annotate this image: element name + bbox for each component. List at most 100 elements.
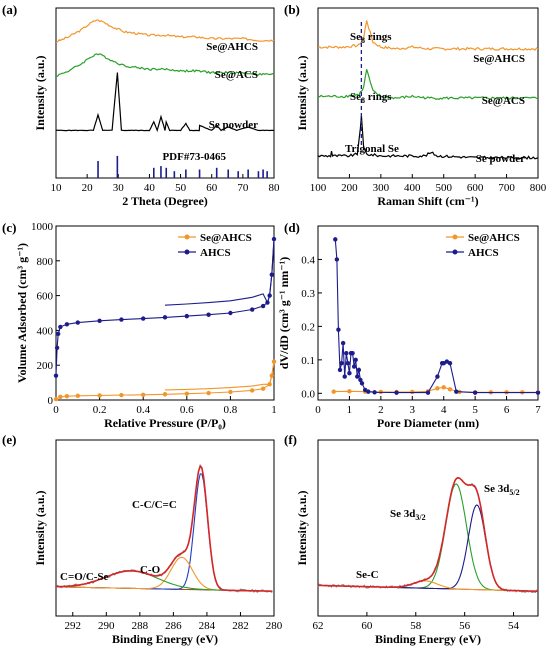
ytick-label-c-2: 400 <box>37 325 54 337</box>
xlabel-a: 2 Theta (Degree) <box>122 194 208 208</box>
series-line-a-0 <box>55 19 275 43</box>
xtick-label-a-4: 50 <box>175 182 187 194</box>
marker-d-1-15 <box>356 367 362 373</box>
series-desorb-c-1 <box>164 238 275 306</box>
xlabel-d: Pore Diameter (nm) <box>377 416 479 430</box>
xtick-label-a-2: 30 <box>113 182 125 194</box>
marker-c-1-16 <box>267 293 272 298</box>
marker-d-1-17 <box>359 381 365 386</box>
label-b-acs: Se@ACS <box>482 95 525 107</box>
xtick-label-d-0: 0 <box>315 404 321 416</box>
marker-c-1-6 <box>97 318 102 324</box>
marker-c-0-7 <box>162 392 168 397</box>
marker-c-1-17 <box>269 272 275 277</box>
annotation-b-se8-2: Se8 rings <box>350 91 392 105</box>
marker-d-0-7 <box>435 386 440 391</box>
marker-d-1-14 <box>355 374 360 379</box>
marker-c-0-14 <box>269 373 275 378</box>
marker-d-1-19 <box>366 389 371 394</box>
marker-c-1-5 <box>75 320 81 325</box>
marker-d-1-20 <box>372 390 377 395</box>
marker-c-0-4 <box>97 393 102 398</box>
marker-d-1-16 <box>358 377 363 383</box>
ylabel-b: Intensity (a.u.) <box>295 55 309 130</box>
marker-c-0-5 <box>119 392 124 398</box>
marker-c-1-3 <box>58 324 63 330</box>
marker-d-1-8 <box>345 360 351 366</box>
xtick-label-b-0: 100 <box>310 182 327 194</box>
marker-c-0-2 <box>64 393 70 399</box>
annotation-f-3d52: Se 3d5/2 <box>484 483 520 497</box>
marker-d-1-28 <box>454 389 459 394</box>
ytick-label-c-0: 0 <box>48 395 54 407</box>
ylabel-a: Intensity (a.u.) <box>33 55 47 130</box>
envelope-e <box>56 464 273 593</box>
annotation-e-cc: C-C/C=C <box>132 499 177 511</box>
annotation-b-rings-1: rings <box>365 31 392 43</box>
label-a-powder: Se powder <box>209 119 258 131</box>
marker-c-0-0 <box>53 396 59 402</box>
xtick-label-e-2: 288 <box>132 620 149 632</box>
xtick-label-b-1: 200 <box>341 182 358 194</box>
xtick-label-f-4: 54 <box>508 620 520 632</box>
xtick-label-b-6: 700 <box>498 182 515 194</box>
marker-d-1-2 <box>336 327 341 332</box>
series-line-d-1 <box>334 239 538 394</box>
marker-d-0-8 <box>441 385 446 390</box>
ytick-label-d-0: 0.0 <box>301 388 315 400</box>
xtick-label-d-5: 5 <box>472 404 478 416</box>
marker-c-1-10 <box>184 313 189 319</box>
panel-f-xps-se3d: 62 60 58 56 54 Binding Energy (eV) Intensity (… <box>295 439 539 646</box>
xtick-label-d-6: 6 <box>504 404 510 416</box>
xtick-label-b-3: 400 <box>404 182 421 194</box>
legend-marker-d-0 <box>452 234 458 240</box>
marker-c-0-3 <box>75 393 81 399</box>
marker-d-1-29 <box>472 390 478 395</box>
marker-d-0-5 <box>410 389 415 395</box>
marker-d-0-1 <box>347 389 352 394</box>
marker-c-1-0 <box>53 373 59 378</box>
marker-c-1-12 <box>228 310 233 316</box>
annotation-b-sub-2: 8 <box>361 96 365 105</box>
plot-frame-b <box>317 7 539 179</box>
xtick-label-c-3: 0.6 <box>180 404 194 416</box>
xtick-label-a-1: 20 <box>82 182 94 194</box>
marker-d-1-5 <box>340 340 346 346</box>
annotation-f-3d32: Se 3d3/2 <box>390 508 426 522</box>
series-line-b-2 <box>317 115 539 160</box>
plot-frame-e <box>55 439 275 617</box>
xtick-label-a-0: 10 <box>51 182 63 194</box>
xtick-label-d-7: 7 <box>535 404 541 416</box>
label-a-pdf: PDF#73-0465 <box>162 151 226 163</box>
ytick-label-d-1: 0.1 <box>301 355 315 367</box>
marker-d-1-27 <box>447 360 453 366</box>
plot-frame-f <box>317 439 539 617</box>
marker-c-0-8 <box>184 391 189 396</box>
ylabel-f: Intensity (a.u.) <box>295 490 309 565</box>
panel-b-raman: 100 200 300 400 500 600 700 800 Raman Shift (cm⁻… <box>295 7 547 208</box>
marker-c-1-11 <box>206 312 211 317</box>
plot-frame-c <box>55 225 275 401</box>
xtick-label-e-3: 286 <box>165 620 182 632</box>
xtick-label-c-5: 1 <box>271 404 277 416</box>
xtick-label-f-1: 60 <box>361 620 373 632</box>
marker-c-1-7 <box>119 317 124 322</box>
xlabel-e: Binding Energy (eV) <box>112 632 218 646</box>
marker-c-1-13 <box>250 307 255 312</box>
marker-c-1-15 <box>265 300 270 305</box>
ytick-label-c-1: 200 <box>37 360 54 372</box>
xtick-label-e-4: 284 <box>199 620 216 632</box>
marker-d-0-9 <box>447 387 453 392</box>
marker-c-0-6 <box>141 392 146 397</box>
ytick-label-c-3: 600 <box>37 291 54 303</box>
marker-d-1-6 <box>342 374 347 379</box>
xtick-label-c-1: 0.2 <box>93 404 107 416</box>
series-line-c-1 <box>55 238 275 376</box>
label-b-ahcs: Se@AHCS <box>473 53 525 65</box>
annotation-b-se8-1: Se8 rings <box>350 31 392 45</box>
label-a-acs: Se@ACS <box>215 69 258 81</box>
xtick-label-d-3: 3 <box>410 404 416 416</box>
series-line-a-1 <box>56 53 275 77</box>
label-a-ahcs: Se@AHCS <box>206 41 258 53</box>
marker-d-1-0 <box>333 237 338 242</box>
